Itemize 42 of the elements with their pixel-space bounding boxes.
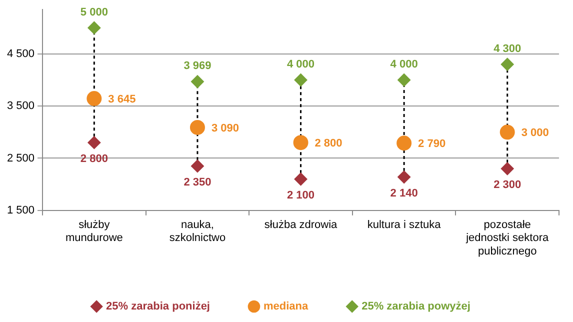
y-tick-label: 4 500 (6, 48, 35, 60)
point (500, 162, 514, 176)
data-label: 4 300 (494, 42, 522, 55)
data-label: 5 000 (80, 6, 108, 18)
y-tick-label: 1 500 (6, 204, 35, 216)
legend-label: mediana (263, 300, 309, 313)
x-tick-label: pozostałe jednostki sektora publicznego (465, 219, 550, 258)
data-label: 2 350 (184, 176, 212, 189)
data-label: 4 000 (390, 58, 418, 71)
data-label: 3 090 (211, 122, 239, 135)
point (293, 135, 308, 150)
point (500, 124, 515, 140)
point (86, 91, 102, 106)
data-label: 3 645 (108, 94, 136, 106)
data-label: 2 800 (80, 153, 108, 166)
data-label: 2 800 (314, 138, 342, 150)
point (190, 75, 204, 88)
point (294, 172, 308, 186)
point (398, 74, 411, 87)
legend-label: 25% zarabia powyżej (362, 300, 470, 313)
data-label: 2 140 (390, 188, 418, 200)
point (88, 136, 101, 150)
y-tick-label: 3 500 (6, 100, 35, 112)
data-label: 2 790 (418, 138, 446, 150)
point (294, 74, 308, 87)
point (398, 170, 411, 184)
point (396, 136, 412, 151)
x-tick-label: służba zdrowia (264, 219, 338, 232)
point (190, 160, 204, 173)
point (500, 58, 514, 71)
data-label: 2 100 (287, 190, 315, 202)
point (190, 120, 205, 135)
y-tick-label: 2 500 (6, 152, 35, 164)
legend-label: 25% zarabia poniżej (106, 300, 210, 313)
data-label: 3 969 (184, 60, 212, 72)
data-label: 4 000 (287, 58, 315, 71)
data-label: 2 300 (494, 179, 522, 192)
x-tick-label: służby mundurowe (65, 219, 123, 244)
point (88, 21, 101, 34)
x-tick-label: nauka, szkolnictwo (169, 219, 226, 244)
data-label: 3 000 (521, 127, 549, 140)
x-tick-label: kultura i sztuka (367, 219, 442, 232)
